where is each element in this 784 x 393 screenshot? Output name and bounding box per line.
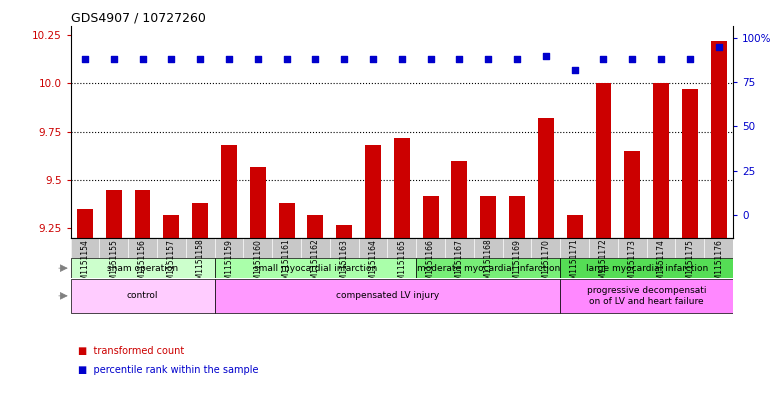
Point bbox=[597, 56, 610, 62]
Point bbox=[655, 56, 667, 62]
Text: GSM1151159: GSM1151159 bbox=[224, 239, 234, 290]
Point bbox=[568, 67, 581, 73]
Text: GSM1151161: GSM1151161 bbox=[282, 239, 291, 289]
Bar bbox=[71, 238, 733, 258]
Point bbox=[107, 56, 120, 62]
Bar bbox=[624, 151, 641, 238]
Bar bbox=[336, 224, 352, 238]
Text: GSM1151157: GSM1151157 bbox=[167, 239, 176, 290]
Text: control: control bbox=[127, 291, 158, 300]
Bar bbox=[653, 83, 669, 238]
Point bbox=[713, 44, 725, 50]
Point bbox=[539, 53, 552, 59]
Bar bbox=[221, 145, 237, 238]
Point bbox=[482, 56, 495, 62]
Point bbox=[684, 56, 696, 62]
Text: GSM1151171: GSM1151171 bbox=[570, 239, 579, 289]
Bar bbox=[423, 196, 438, 238]
Text: GSM1151175: GSM1151175 bbox=[685, 239, 695, 290]
Point bbox=[395, 56, 408, 62]
Text: GSM1151173: GSM1151173 bbox=[628, 239, 637, 290]
Bar bbox=[307, 215, 323, 238]
Point bbox=[424, 56, 437, 62]
Text: GSM1151162: GSM1151162 bbox=[311, 239, 320, 289]
Bar bbox=[538, 118, 554, 238]
Text: GSM1151172: GSM1151172 bbox=[599, 239, 608, 289]
Text: large myocardial infarction: large myocardial infarction bbox=[586, 264, 708, 273]
Text: GSM1151156: GSM1151156 bbox=[138, 239, 147, 290]
Bar bbox=[71, 279, 215, 313]
Point bbox=[626, 56, 638, 62]
Text: progressive decompensati
on of LV and heart failure: progressive decompensati on of LV and he… bbox=[587, 286, 706, 306]
Text: GSM1151160: GSM1151160 bbox=[253, 239, 263, 290]
Point bbox=[78, 56, 91, 62]
Bar bbox=[192, 203, 208, 238]
Text: GSM1151167: GSM1151167 bbox=[455, 239, 464, 290]
Bar bbox=[416, 259, 561, 278]
Bar bbox=[682, 89, 698, 238]
Bar bbox=[481, 196, 496, 238]
Text: sham operation: sham operation bbox=[107, 264, 178, 273]
Text: ■  percentile rank within the sample: ■ percentile rank within the sample bbox=[78, 365, 259, 375]
Bar bbox=[250, 167, 266, 238]
Bar bbox=[711, 41, 727, 238]
Text: moderate myocardial infarction: moderate myocardial infarction bbox=[416, 264, 560, 273]
Bar bbox=[77, 209, 93, 238]
Point bbox=[252, 56, 264, 62]
Point bbox=[510, 56, 523, 62]
Bar bbox=[135, 190, 151, 238]
Text: compensated LV injury: compensated LV injury bbox=[336, 291, 439, 300]
Text: GSM1151158: GSM1151158 bbox=[196, 239, 205, 289]
Point bbox=[165, 56, 178, 62]
Text: GSM1151176: GSM1151176 bbox=[714, 239, 723, 290]
Text: ■  transformed count: ■ transformed count bbox=[78, 346, 185, 356]
Point bbox=[367, 56, 379, 62]
Bar bbox=[394, 138, 410, 238]
Point bbox=[223, 56, 235, 62]
Point bbox=[281, 56, 293, 62]
Bar bbox=[106, 190, 122, 238]
Text: small myocardial infarction: small myocardial infarction bbox=[254, 264, 377, 273]
Bar bbox=[561, 259, 733, 278]
Bar bbox=[567, 215, 583, 238]
Bar bbox=[561, 279, 733, 313]
Bar bbox=[278, 203, 295, 238]
Bar bbox=[71, 259, 215, 278]
Text: GSM1151166: GSM1151166 bbox=[426, 239, 435, 290]
Text: GSM1151154: GSM1151154 bbox=[81, 239, 89, 290]
Bar bbox=[365, 145, 381, 238]
Text: GSM1151155: GSM1151155 bbox=[109, 239, 118, 290]
Point bbox=[309, 56, 321, 62]
Bar bbox=[215, 279, 561, 313]
Text: GSM1151174: GSM1151174 bbox=[656, 239, 666, 290]
Text: GSM1151169: GSM1151169 bbox=[513, 239, 521, 290]
Bar bbox=[163, 215, 180, 238]
Text: GSM1151163: GSM1151163 bbox=[339, 239, 349, 290]
Point bbox=[194, 56, 206, 62]
Bar bbox=[215, 259, 416, 278]
Point bbox=[136, 56, 149, 62]
Bar bbox=[452, 161, 467, 238]
Point bbox=[338, 56, 350, 62]
Bar bbox=[509, 196, 525, 238]
Text: GSM1151165: GSM1151165 bbox=[397, 239, 406, 290]
Text: GSM1151170: GSM1151170 bbox=[541, 239, 550, 290]
Point bbox=[453, 56, 466, 62]
Text: GSM1151164: GSM1151164 bbox=[368, 239, 378, 290]
Text: GSM1151168: GSM1151168 bbox=[484, 239, 492, 289]
Bar bbox=[596, 83, 612, 238]
Text: GDS4907 / 10727260: GDS4907 / 10727260 bbox=[71, 11, 205, 24]
